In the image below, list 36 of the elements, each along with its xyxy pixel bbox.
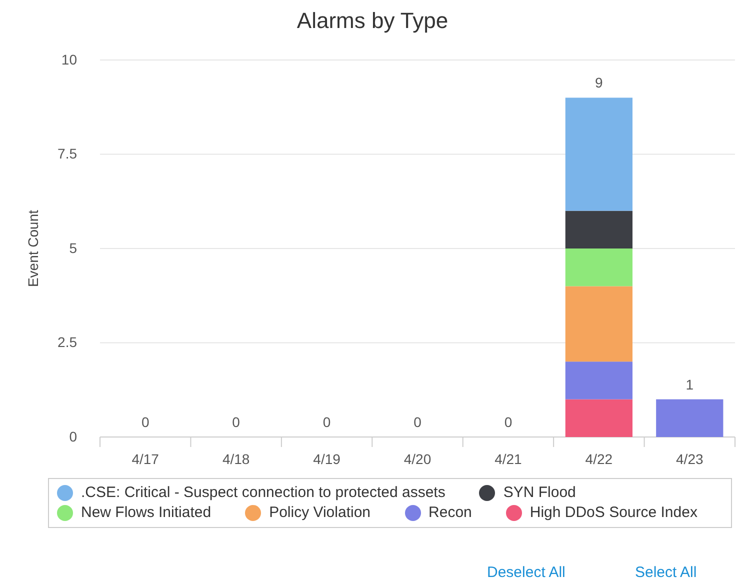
chart-title: Alarms by Type xyxy=(296,8,448,33)
x-tick-label: 4/21 xyxy=(494,451,522,467)
legend-label: New Flows Initiated xyxy=(81,503,212,523)
x-tick-label: 4/20 xyxy=(404,451,432,467)
bar xyxy=(565,399,632,437)
x-tick-label: 4/22 xyxy=(585,451,613,467)
bar xyxy=(565,362,632,400)
text: Select All xyxy=(635,564,697,581)
total-label: 1 xyxy=(686,376,694,392)
y-tick-label: 10 xyxy=(61,51,78,68)
y-tick-label: 0 xyxy=(69,428,78,444)
bar xyxy=(565,98,632,211)
legend-label: High DDoS Source Index xyxy=(530,503,698,523)
x-tick-label: 4/19 xyxy=(313,451,341,467)
x-tick-label: 4/17 xyxy=(132,451,160,467)
bar xyxy=(656,399,724,437)
total-label: 0 xyxy=(322,414,331,430)
text: Deselect All xyxy=(487,564,566,581)
bar xyxy=(565,210,632,248)
bar xyxy=(565,286,632,362)
total-label: 9 xyxy=(595,74,604,91)
bar xyxy=(565,248,632,286)
total-label: 0 xyxy=(141,414,150,430)
total-label: 0 xyxy=(414,414,422,430)
total-label: 0 xyxy=(232,414,240,430)
y-tick-label: 2.5 xyxy=(58,334,78,350)
y-tick-label: 7.5 xyxy=(58,146,78,162)
total-label: 0 xyxy=(504,414,512,430)
legend-label: Recon xyxy=(428,503,472,523)
legend-label: Policy Violation xyxy=(269,503,371,523)
y-axis-title: Event Count xyxy=(25,210,41,288)
legend-label: .CSE: Critical - Suspect connection to protected assets xyxy=(81,483,446,503)
legend-label: SYN Flood xyxy=(503,483,576,503)
x-tick-label: 4/23 xyxy=(676,451,704,467)
y-tick-label: 5 xyxy=(69,240,78,256)
x-tick-label: 4/18 xyxy=(222,451,250,467)
